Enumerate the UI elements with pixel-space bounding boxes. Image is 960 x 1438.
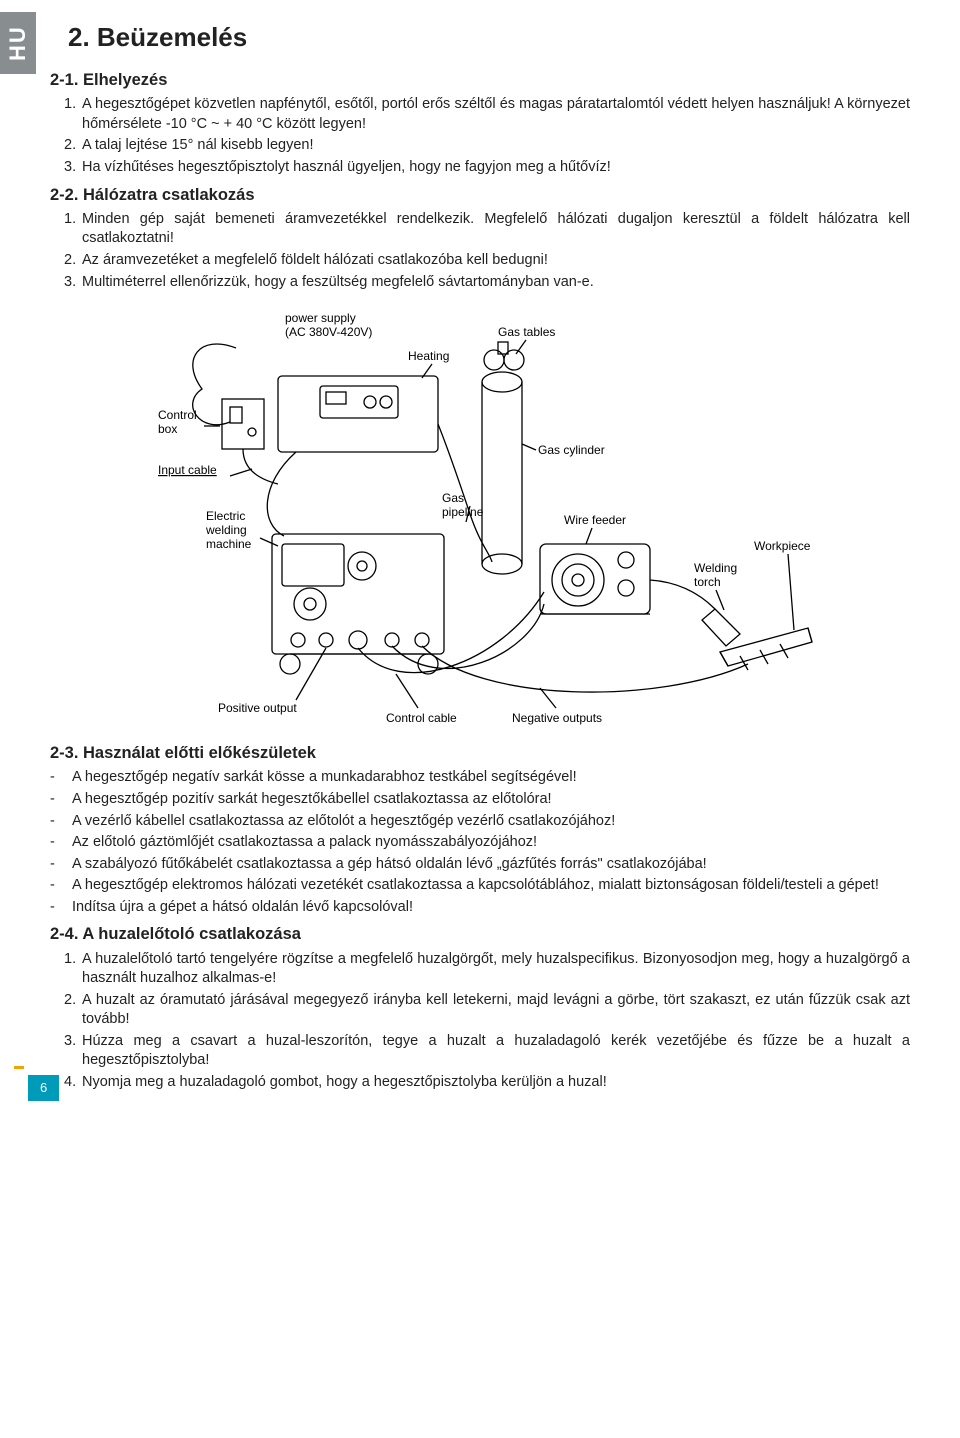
subheading-2-4: 2-4. A huzalelőtoló csatlakozása <box>50 923 910 945</box>
diagram-label: Heating <box>408 349 449 363</box>
list-item: -A hegesztőgép negatív sarkát kösse a mu… <box>50 768 910 788</box>
diagram-label: Gas cylinder <box>538 443 605 457</box>
list-item: 2.A talaj lejtése 15° nál kisebb legyen! <box>64 136 910 156</box>
diagram-label: Gas tables <box>498 325 555 339</box>
diagram-label: Positive output <box>218 701 297 715</box>
diagram-label: Input cable <box>158 463 217 477</box>
diagram-label: machine <box>206 537 252 551</box>
list-item: -Indítsa újra a gépet a hátsó oldalán lé… <box>50 898 910 918</box>
diagram-label: Control <box>158 408 197 422</box>
diagram-label: Wire feeder <box>564 513 626 527</box>
list-item: 1.A huzalelőtoló tartó tengelyére rögzít… <box>64 950 910 989</box>
subheading-2-3: 2-3. Használat előtti előkészületek <box>50 742 910 764</box>
diagram-label: (AC 380V-420V) <box>285 325 372 339</box>
diagram-label: Gas <box>442 491 464 505</box>
list-item: 2.Az áramvezetéket a megfelelő földelt h… <box>64 251 910 271</box>
list-item: -A hegesztőgép pozitív sarkát hegesztőká… <box>50 790 910 810</box>
list-item: -A vezérlő kábellel csatlakoztassa az el… <box>50 812 910 832</box>
section-title: 2. Beüzemelés <box>68 20 910 55</box>
diagram-label: Workpiece <box>754 539 811 553</box>
list-item: 3.Húzza meg a csavart a huzal-leszorítón… <box>64 1032 910 1071</box>
wiring-diagram: power supply (AC 380V-420V) Control box … <box>140 304 820 734</box>
diagram-label: Welding <box>694 561 737 575</box>
list-item: -A hegesztőgép elektromos hálózati vezet… <box>50 876 910 896</box>
diagram-label: pipeline <box>442 505 484 519</box>
list-item: -A szabályozó fűtőkábelét csatlakoztassa… <box>50 855 910 875</box>
list-item: -Az előtoló gáztömlőjét csatlakoztassa a… <box>50 833 910 853</box>
list-item: 1.Minden gép saját bemeneti áramvezetékk… <box>64 210 910 249</box>
diagram-label: box <box>158 422 177 436</box>
list-item: 3.Ha vízhűtéses hegesztőpisztolyt haszná… <box>64 158 910 178</box>
language-tab: HU <box>0 12 36 74</box>
list-item: 4.Nyomja meg a huzaladagoló gombot, hogy… <box>64 1073 910 1093</box>
subheading-2-1: 2-1. Elhelyezés <box>50 69 910 91</box>
footer-accent <box>14 1066 24 1069</box>
diagram-label: torch <box>694 575 721 589</box>
list-item: 1.A hegesztőgépet közvetlen napfénytől, … <box>64 95 910 134</box>
diagram-label: Negative outputs <box>512 711 602 725</box>
page-number: 6 <box>28 1075 59 1101</box>
list-item: 2. A huzalt az óramutató járásával megeg… <box>64 991 910 1030</box>
subheading-2-2: 2-2. Hálózatra csatlakozás <box>50 184 910 206</box>
diagram-label: power supply <box>285 311 356 325</box>
diagram-label: Electric <box>206 509 245 523</box>
diagram-label: Control cable <box>386 711 457 725</box>
list-item: 3.Multiméterrel ellenőrizzük, hogy a fes… <box>64 273 910 293</box>
diagram-label: welding <box>205 523 247 537</box>
